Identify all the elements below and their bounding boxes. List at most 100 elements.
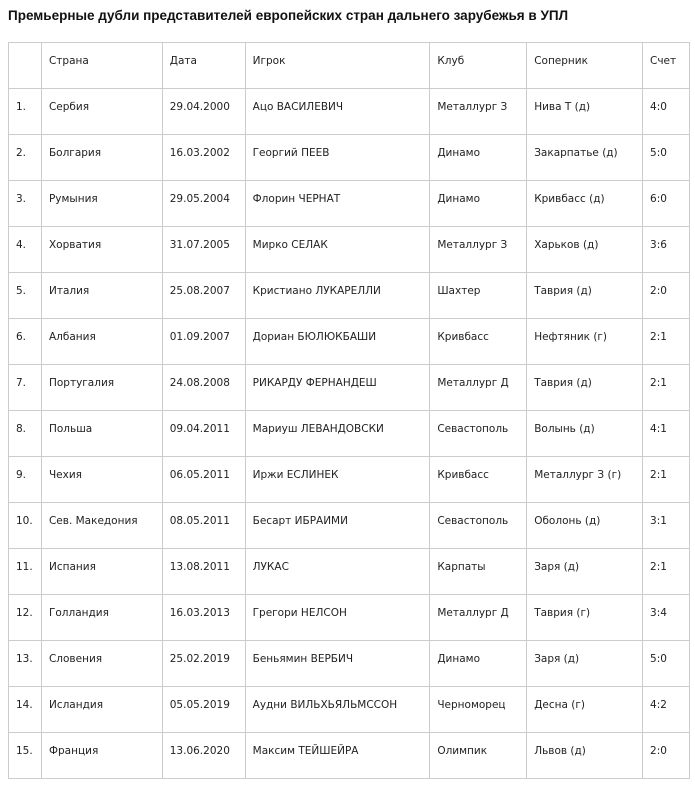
cell-date: 13.06.2020 xyxy=(161,732,246,779)
cell-opponent: Волынь (д) xyxy=(526,410,644,457)
cell-country: Румыния xyxy=(40,180,163,227)
cell-country: Франция xyxy=(40,732,163,779)
cell-country: Хорватия xyxy=(40,226,163,273)
cell-player: Иржи ЕСЛИНЕК xyxy=(244,456,431,503)
page-title: Премьерные дубли представителей европейс… xyxy=(8,8,569,23)
cell-opponent: Нефтяник (г) xyxy=(526,318,644,365)
table-row: 4. Хорватия 31.07.2005 Мирко СЕЛАК Металлург… xyxy=(8,226,690,273)
cell-player: Бесарт ИБРАИМИ xyxy=(244,502,431,549)
table-row: 2. Болгария 16.03.2002 Георгий ПЕЕВ Динамо За… xyxy=(8,134,690,181)
cell-opponent: Таврия (г) xyxy=(526,594,644,641)
cell-player: Флорин ЧЕРНАТ xyxy=(244,180,431,227)
cell-opponent: Металлург З (г) xyxy=(526,456,644,503)
cell-club: Севастополь xyxy=(429,502,528,549)
cell-date: 24.08.2008 xyxy=(161,364,246,411)
debut-braces-table: Страна Дата Игрок Клуб Соперник Счет 1. Сербия 2… xyxy=(8,42,690,779)
cell-country: Испания xyxy=(40,548,163,595)
cell-player: Ацо ВАСИЛЕВИЧ xyxy=(244,88,431,135)
cell-score: 2:1 xyxy=(642,548,690,595)
cell-player: Аудни ВИЛЬХЬЯЛЬМССОН xyxy=(244,686,431,733)
cell-country: Албания xyxy=(40,318,163,365)
cell-score: 4:0 xyxy=(642,88,690,135)
table-row: 6. Албания 01.09.2007 Дориан БЮЛЮКБАШИ Кривб… xyxy=(8,318,690,365)
cell-player: Дориан БЮЛЮКБАШИ xyxy=(244,318,431,365)
cell-date: 16.03.2002 xyxy=(161,134,246,181)
cell-opponent: Таврия (д) xyxy=(526,272,644,319)
cell-opponent: Оболонь (д) xyxy=(526,502,644,549)
cell-date: 08.05.2011 xyxy=(161,502,246,549)
cell-number: 2. xyxy=(8,134,42,181)
cell-number: 9. xyxy=(8,456,42,503)
header-player: Игрок xyxy=(244,42,431,89)
cell-score: 2:0 xyxy=(642,732,690,779)
cell-club: Динамо xyxy=(429,134,528,181)
header-country: Страна xyxy=(40,42,163,89)
table-row: 5. Италия 25.08.2007 Кристиано ЛУКАРЕЛЛИ Шах… xyxy=(8,272,690,319)
cell-opponent: Десна (г) xyxy=(526,686,644,733)
cell-score: 2:1 xyxy=(642,456,690,503)
cell-country: Исландия xyxy=(40,686,163,733)
cell-player: Георгий ПЕЕВ xyxy=(244,134,431,181)
cell-number: 10. xyxy=(8,502,42,549)
cell-player: Беньямин ВЕРБИЧ xyxy=(244,640,431,687)
cell-score: 5:0 xyxy=(642,134,690,181)
cell-number: 4. xyxy=(8,226,42,273)
cell-player: Грегори НЕЛСОН xyxy=(244,594,431,641)
cell-opponent: Заря (д) xyxy=(526,640,644,687)
cell-country: Польша xyxy=(40,410,163,457)
cell-score: 5:0 xyxy=(642,640,690,687)
cell-player: ЛУКАС xyxy=(244,548,431,595)
cell-date: 25.02.2019 xyxy=(161,640,246,687)
cell-country: Голландия xyxy=(40,594,163,641)
cell-country: Болгария xyxy=(40,134,163,181)
header-opponent: Соперник xyxy=(526,42,644,89)
cell-country: Словения xyxy=(40,640,163,687)
cell-club: Металлург Д xyxy=(429,594,528,641)
cell-club: Кривбасс xyxy=(429,318,528,365)
cell-club: Шахтер xyxy=(429,272,528,319)
header-score: Счет xyxy=(642,42,690,89)
cell-opponent: Таврия (д) xyxy=(526,364,644,411)
cell-date: 25.08.2007 xyxy=(161,272,246,319)
cell-score: 4:2 xyxy=(642,686,690,733)
cell-score: 3:6 xyxy=(642,226,690,273)
table-row: 14. Исландия 05.05.2019 Аудни ВИЛЬХЬЯЛЬМССО… xyxy=(8,686,690,733)
cell-country: Италия xyxy=(40,272,163,319)
table-row: 9. Чехия 06.05.2011 Иржи ЕСЛИНЕК Кривбасс Мет… xyxy=(8,456,690,503)
cell-opponent: Харьков (д) xyxy=(526,226,644,273)
cell-number: 6. xyxy=(8,318,42,365)
cell-country: Сербия xyxy=(40,88,163,135)
cell-opponent: Львов (д) xyxy=(526,732,644,779)
cell-club: Металлург Д xyxy=(429,364,528,411)
cell-player: Мариуш ЛЕВАНДОВСКИ xyxy=(244,410,431,457)
cell-club: Черноморец xyxy=(429,686,528,733)
table-row: 3. Румыния 29.05.2004 Флорин ЧЕРНАТ Динамо Кр… xyxy=(8,180,690,227)
cell-club: Динамо xyxy=(429,640,528,687)
header-date: Дата xyxy=(161,42,246,89)
cell-club: Олимпик xyxy=(429,732,528,779)
table-row: 11. Испания 13.08.2011 ЛУКАС Карпаты Заря (д)… xyxy=(8,548,690,595)
cell-date: 16.03.2013 xyxy=(161,594,246,641)
cell-number: 5. xyxy=(8,272,42,319)
cell-club: Карпаты xyxy=(429,548,528,595)
cell-player: РИКАРДУ ФЕРНАНДЕШ xyxy=(244,364,431,411)
cell-number: 7. xyxy=(8,364,42,411)
cell-club: Металлург З xyxy=(429,88,528,135)
header-row: Страна Дата Игрок Клуб Соперник Счет xyxy=(8,42,690,89)
cell-date: 05.05.2019 xyxy=(161,686,246,733)
cell-score: 4:1 xyxy=(642,410,690,457)
cell-score: 2:1 xyxy=(642,364,690,411)
cell-number: 15. xyxy=(8,732,42,779)
cell-date: 29.04.2000 xyxy=(161,88,246,135)
table-row: 7. Португалия 24.08.2008 РИКАРДУ ФЕРНАНДЕШ М… xyxy=(8,364,690,411)
table-row: 1. Сербия 29.04.2000 Ацо ВАСИЛЕВИЧ Металлург… xyxy=(8,88,690,135)
cell-number: 13. xyxy=(8,640,42,687)
cell-country: Португалия xyxy=(40,364,163,411)
cell-number: 3. xyxy=(8,180,42,227)
table-row: 15. Франция 13.06.2020 Максим ТЕЙШЕЙРА Олимп… xyxy=(8,732,690,779)
cell-score: 3:4 xyxy=(642,594,690,641)
cell-score: 2:0 xyxy=(642,272,690,319)
cell-player: Максим ТЕЙШЕЙРА xyxy=(244,732,431,779)
cell-opponent: Нива Т (д) xyxy=(526,88,644,135)
cell-number: 14. xyxy=(8,686,42,733)
